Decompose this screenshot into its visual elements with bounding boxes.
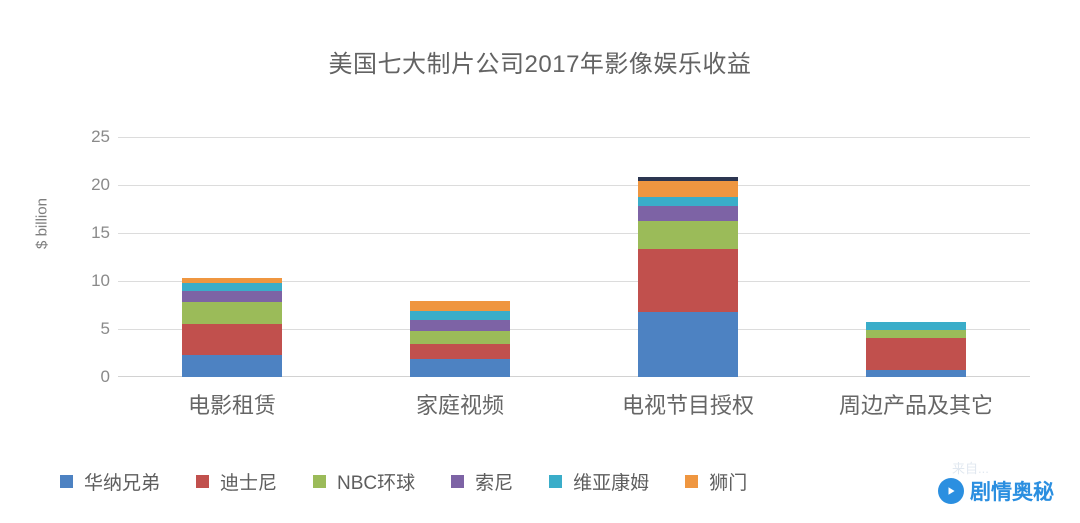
y-axis-tick-label: 25 [91, 127, 110, 146]
bar-segment[interactable] [638, 177, 738, 182]
bar-segment[interactable] [638, 249, 738, 312]
bar-stack[interactable] [182, 278, 282, 377]
gridline [118, 185, 1030, 186]
bar-segment[interactable] [182, 302, 282, 325]
legend-swatch [60, 474, 73, 488]
bar-segment[interactable] [182, 278, 282, 283]
plot-area [118, 137, 1030, 377]
x-axis-tick-label: 家庭视频 [415, 393, 504, 418]
bars-layer [118, 137, 1030, 377]
x-axis-tick-label: 周边产品及其它 [838, 393, 993, 418]
bar-segment[interactable] [638, 311, 738, 377]
y-axis-label: $ billion [33, 198, 51, 249]
y-axis-tick-label: 5 [100, 319, 110, 338]
y-axis-tick-label: 15 [91, 223, 110, 242]
bar-segment[interactable] [410, 344, 510, 359]
bar-segment[interactable] [866, 337, 966, 371]
gridline [118, 329, 1030, 330]
bar-segment[interactable] [410, 301, 510, 311]
y-axis-tick-label: 20 [91, 175, 110, 194]
legend-swatch [313, 474, 327, 488]
legend-label: NBC环球 [337, 472, 416, 494]
y-axis-tick-label: 0 [100, 367, 110, 386]
legend-swatch [549, 474, 563, 488]
legend-item[interactable]: NBC环球 [313, 468, 415, 495]
legend-label: 华纳兄弟 [84, 472, 161, 494]
gridline [118, 137, 1030, 138]
bar-segment[interactable] [182, 282, 282, 291]
legend-label: 索尼 [475, 472, 514, 494]
legend-item[interactable]: 华纳兄弟 [60, 468, 160, 495]
legend-swatch [451, 474, 465, 488]
bar-segment[interactable] [182, 354, 282, 377]
bar-segment[interactable] [638, 220, 738, 250]
bar-segment[interactable] [410, 320, 510, 331]
watermark-brand: 剧情奥秘 [970, 481, 1054, 504]
bar-segment[interactable] [182, 324, 282, 355]
legend-label: 维亚康姆 [573, 472, 650, 494]
bar-segment[interactable] [866, 329, 966, 338]
x-axis-tick-label: 电视节目授权 [621, 393, 754, 418]
bar-segment[interactable] [410, 330, 510, 345]
x-axis-labels: 电影租赁 家庭视频 电视节目授权 周边产品及其它 [118, 388, 1030, 422]
watermark: 剧情奥秘 [938, 476, 1054, 506]
bar-segment[interactable] [410, 310, 510, 321]
bar-segment[interactable] [182, 290, 282, 303]
legend-item[interactable]: 迪士尼 [196, 468, 277, 495]
bar-segment[interactable] [866, 322, 966, 330]
legend-swatch [196, 474, 210, 488]
chart-legend: 华纳兄弟 迪士尼 NBC环球 索尼 维亚康姆 狮门 [60, 468, 783, 495]
y-axis-tick-label: 10 [91, 271, 110, 290]
gridline [118, 281, 1030, 282]
bar-stack[interactable] [866, 322, 966, 377]
bar-segment[interactable] [638, 181, 738, 197]
chart-title: 美国七大制片公司2017年影像娱乐收益 [328, 51, 752, 78]
bar-segment[interactable] [410, 358, 510, 377]
x-axis-line [118, 376, 1030, 377]
watermark-ghost-text: 来自... [952, 461, 989, 476]
bar-segment[interactable] [866, 370, 966, 377]
legend-item[interactable]: 维亚康姆 [549, 468, 649, 495]
legend-swatch [685, 474, 699, 488]
play-circle-icon [938, 478, 964, 504]
gridline [118, 233, 1030, 234]
bar-stack[interactable] [410, 301, 510, 377]
legend-item[interactable]: 狮门 [685, 468, 747, 495]
y-axis-ticks: 0 5 10 15 20 25 [58, 127, 110, 386]
legend-label: 狮门 [709, 472, 748, 494]
bar-segment[interactable] [638, 196, 738, 207]
x-axis-tick-label: 电影租赁 [187, 393, 276, 418]
legend-item[interactable]: 索尼 [451, 468, 513, 495]
bar-segment[interactable] [638, 206, 738, 221]
bar-stack[interactable] [638, 177, 738, 377]
legend-label: 迪士尼 [220, 472, 278, 494]
